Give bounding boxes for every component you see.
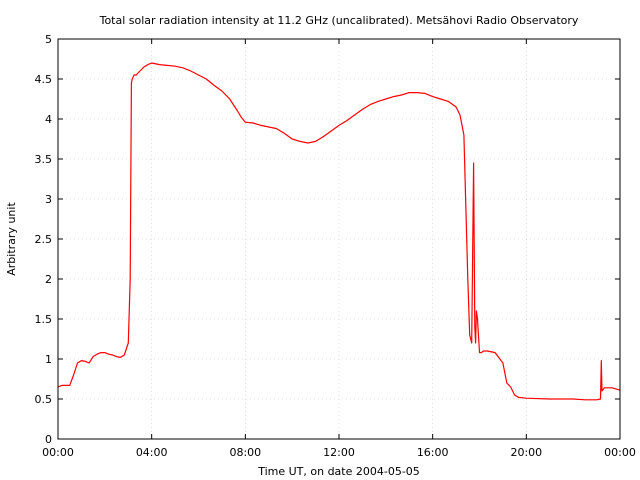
y-tick-label: 1.5: [35, 313, 53, 326]
y-tick-label: 3.5: [35, 153, 53, 166]
x-tick-label: 00:00: [604, 446, 636, 459]
plot-frame: [57, 38, 621, 440]
y-tick-label: 0: [45, 433, 52, 446]
series-layer: [57, 62, 621, 401]
x-tick-label: 12:00: [323, 446, 355, 459]
x-axis-label: Time UT, on date 2004-05-05: [257, 465, 420, 478]
grid: [58, 39, 620, 439]
x-tick-label: 20:00: [510, 446, 542, 459]
x-tick-label: 08:00: [229, 446, 261, 459]
ticks: [57, 38, 621, 440]
y-tick-label: 2.5: [35, 233, 53, 246]
y-tick-label: 1: [45, 353, 52, 366]
x-tick-label: 16:00: [417, 446, 449, 459]
y-tick-label: 4.5: [35, 73, 53, 86]
y-tick-label: 4: [45, 113, 52, 126]
chart-title: Total solar radiation intensity at 11.2 …: [99, 14, 579, 27]
x-tick-label: 00:00: [42, 446, 74, 459]
series-line: [57, 62, 621, 401]
y-tick-label: 2: [45, 273, 52, 286]
y-axis-label: Arbitrary unit: [5, 202, 18, 276]
tick-labels: 0 0.5 1 1.5 2 2.5 3 3.5 4 4.5 5 00:00 04:00 08:00 12:0…: [35, 33, 636, 459]
y-tick-label: 0.5: [35, 393, 53, 406]
x-tick-label: 04:00: [136, 446, 168, 459]
y-tick-label: 3: [45, 193, 52, 206]
y-tick-label: 5: [45, 33, 52, 46]
